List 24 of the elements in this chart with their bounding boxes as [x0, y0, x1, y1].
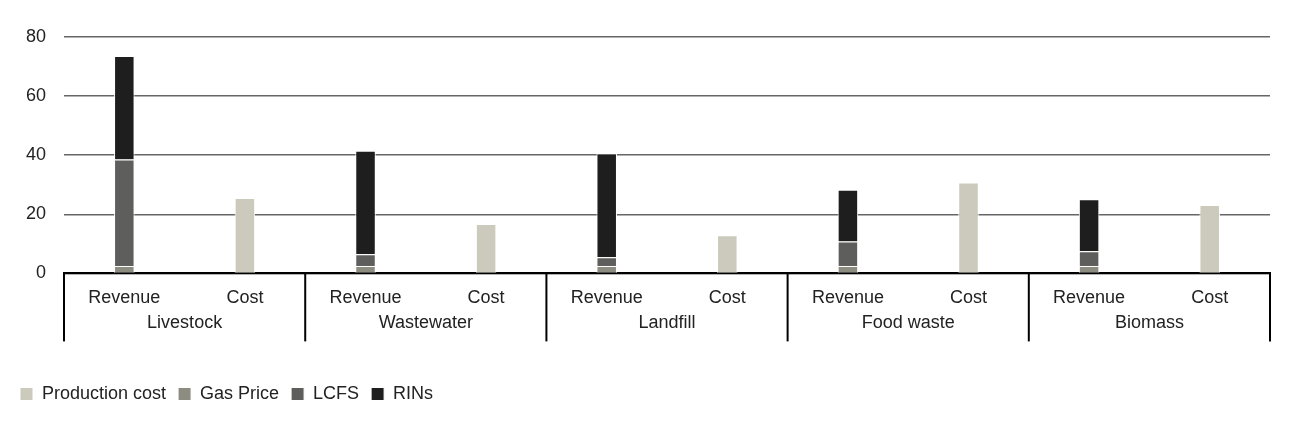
text: Food waste	[861, 312, 955, 333]
x-tick-label: Cost	[226, 287, 264, 308]
legend-label: Production cost	[42, 382, 167, 403]
legend-label: Gas Price	[200, 382, 280, 403]
text: Biomass	[1114, 312, 1184, 333]
x-tick-label: Revenue	[88, 287, 161, 308]
text: Livestock	[147, 312, 224, 333]
y-tick-label: 40	[25, 144, 47, 165]
x-tick-label: Cost	[467, 287, 505, 308]
text: Wastewater	[378, 312, 473, 333]
y-tick-label: 0	[36, 262, 47, 283]
x-tick-label: Cost	[708, 287, 746, 308]
legend-label: RINs	[393, 382, 434, 403]
y-tick-label: 60	[25, 84, 47, 105]
x-tick-label: Revenue	[811, 287, 884, 308]
x-tick-label: Cost	[1191, 287, 1229, 308]
x-tick-label: Cost	[950, 287, 988, 308]
y-tick-label: 20	[25, 203, 47, 224]
text: Landfill	[638, 312, 696, 333]
x-tick-label: Revenue	[570, 287, 643, 308]
x-tick-label: Revenue	[329, 287, 402, 308]
x-tick-label: Revenue	[1053, 287, 1126, 308]
legend-label: LCFS	[313, 382, 360, 403]
y-tick-label: 80	[25, 25, 47, 46]
